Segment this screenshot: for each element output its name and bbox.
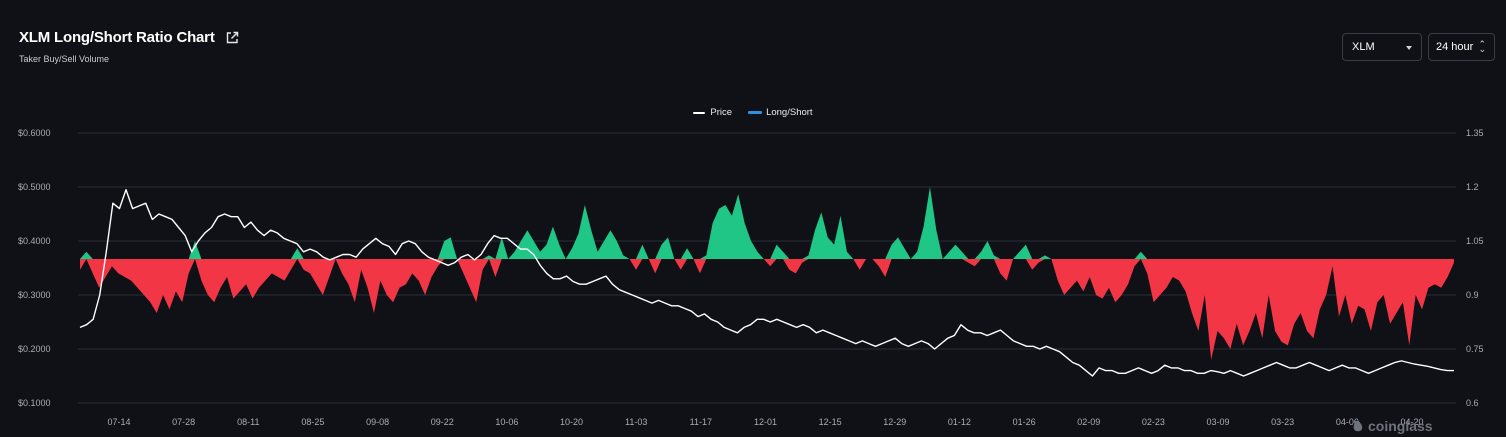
x-tick-label: 11-03 <box>625 417 647 427</box>
x-tick-label: 12-01 <box>754 417 777 427</box>
x-tick-label: 10-06 <box>495 417 518 427</box>
x-tick-label: 12-29 <box>883 417 906 427</box>
long-short-area-long <box>80 187 1454 259</box>
legend-item-price[interactable]: Price <box>693 107 732 118</box>
chevron-down-icon <box>1406 46 1412 50</box>
y-right-tick-label: 0.75 <box>1466 344 1484 354</box>
x-tick-label: 11-17 <box>690 417 712 427</box>
x-tick-label: 01-26 <box>1013 417 1036 427</box>
coin-select[interactable]: XLM <box>1342 33 1422 61</box>
x-tick-label: 04-20 <box>1400 417 1423 427</box>
y-right-tick-label: 0.9 <box>1466 290 1479 300</box>
x-tick-label: 07-14 <box>107 417 130 427</box>
y-left-tick-label: $0.6000 <box>18 128 51 138</box>
long-short-area-short <box>80 259 1454 360</box>
page-title: XLM Long/Short Ratio Chart <box>19 29 215 46</box>
x-tick-label: 10-20 <box>560 417 583 427</box>
y-left-tick-label: $0.5000 <box>18 182 51 192</box>
x-tick-label: 02-23 <box>1142 417 1165 427</box>
x-tick-label: 03-09 <box>1207 417 1230 427</box>
x-tick-label: 01-12 <box>948 417 971 427</box>
x-tick-label: 02-09 <box>1077 417 1100 427</box>
page-subtitle: Taker Buy/Sell Volume <box>19 54 110 64</box>
y-left-tick-label: $0.2000 <box>18 344 51 354</box>
legend-label-price: Price <box>710 107 733 118</box>
watermark-text: coinglass <box>1368 418 1433 434</box>
y-right-tick-label: 1.2 <box>1466 182 1479 192</box>
y-right-tick-label: 1.35 <box>1466 128 1484 138</box>
x-tick-label: 09-22 <box>431 417 454 427</box>
coinglass-logo-icon <box>1352 419 1364 433</box>
x-tick-label: 08-11 <box>237 417 259 427</box>
y-right-tick-label: 0.6 <box>1466 398 1479 408</box>
x-tick-label: 08-25 <box>301 417 324 427</box>
price-series-line <box>79 189 1454 377</box>
up-down-chevron-icon: ⌃ ⌄ <box>1478 39 1486 54</box>
title-row: XLM Long/Short Ratio Chart <box>19 29 239 46</box>
legend-box-swatch <box>748 111 763 114</box>
time-range-select[interactable]: 24 hour ⌃ ⌄ <box>1428 33 1495 61</box>
legend-item-long-short[interactable]: Long/Short <box>748 107 813 118</box>
x-tick-label: 03-23 <box>1271 417 1294 427</box>
external-link-icon[interactable] <box>225 31 239 45</box>
x-tick-label: 07-28 <box>172 417 195 427</box>
y-left-tick-label: $0.4000 <box>18 236 51 246</box>
x-tick-label: 04-06 <box>1336 417 1359 427</box>
chart-legend: Price Long/Short <box>0 107 1506 118</box>
y-left-tick-label: $0.3000 <box>18 290 51 300</box>
legend-line-swatch <box>693 111 706 114</box>
watermark: coinglass <box>1352 418 1433 434</box>
coin-select-value: XLM <box>1352 41 1375 53</box>
time-range-value: 24 hour <box>1436 41 1474 53</box>
x-tick-label: 12-15 <box>819 417 842 427</box>
x-tick-label: 09-08 <box>366 417 389 427</box>
legend-label-long-short: Long/Short <box>766 107 813 118</box>
y-right-tick-label: 1.05 <box>1466 236 1484 246</box>
y-left-tick-label: $0.1000 <box>18 398 51 408</box>
